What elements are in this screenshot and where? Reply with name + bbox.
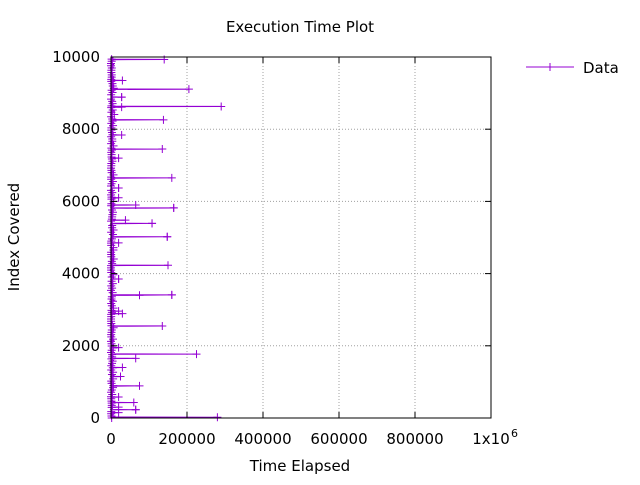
data-point-marker	[117, 103, 126, 112]
legend: Data	[526, 59, 619, 77]
data-point-marker	[169, 203, 178, 212]
data-point-marker	[108, 130, 117, 139]
data-point-marker	[129, 398, 138, 407]
y-tick-label: 2000	[62, 337, 100, 355]
data-point-marker	[107, 55, 116, 64]
data-point-marker	[118, 309, 127, 318]
data-point-marker	[135, 291, 144, 300]
x-tick-exponent: 6	[511, 427, 518, 440]
data-point-marker	[192, 350, 201, 359]
data-point-marker	[114, 154, 123, 163]
x-tick-label: 200000	[158, 430, 215, 448]
data-point-marker	[135, 381, 144, 390]
data-point-marker	[114, 408, 123, 417]
data-point-marker	[108, 279, 117, 288]
x-tick-label: 1x10	[472, 430, 510, 448]
data-point-marker	[114, 393, 123, 402]
data-point-marker	[217, 102, 226, 111]
x-axis-label: Time Elapsed	[249, 457, 350, 475]
data-point-marker	[114, 275, 123, 284]
x-tick-label: 0	[106, 430, 116, 448]
series-data-line	[109, 56, 222, 419]
y-tick-label: 0	[90, 409, 100, 427]
data-point-marker	[121, 216, 130, 225]
data-point-marker	[163, 232, 172, 241]
tick-layer: 0 200000 400000 600000 800000 1x10 6 0 2000 4000 6…	[52, 48, 518, 448]
data-point-marker	[159, 115, 168, 124]
data-point-marker	[107, 86, 116, 95]
data-point-marker	[107, 64, 116, 73]
y-tick-label: 6000	[62, 192, 100, 210]
data-point-marker	[108, 206, 117, 215]
data-point-marker	[108, 208, 117, 217]
data-point-marker	[184, 85, 193, 94]
data-point-marker	[108, 97, 117, 106]
x-tick-label: 400000	[234, 430, 291, 448]
data-point-marker	[167, 173, 176, 182]
y-axis-label: Index Covered	[5, 183, 23, 291]
data-point-marker	[213, 413, 222, 422]
data-point-marker	[118, 363, 127, 372]
data-point-marker	[116, 372, 125, 381]
data-point-marker	[117, 130, 126, 139]
data-point-marker	[158, 321, 167, 330]
data-point-marker	[107, 301, 116, 310]
data-point-marker	[114, 193, 123, 202]
legend-marker	[546, 63, 554, 71]
data-point-marker	[131, 354, 140, 363]
data-point-marker	[107, 292, 116, 301]
data-point-marker	[118, 76, 127, 85]
data-point-marker	[108, 188, 117, 197]
x-tick-label: 600000	[310, 430, 367, 448]
data-point-marker	[107, 370, 116, 379]
data-point-marker	[114, 238, 123, 247]
x-tick-label: 800000	[386, 430, 443, 448]
data-point-marker	[148, 219, 157, 228]
data-point-marker	[114, 184, 123, 193]
data-point-marker	[108, 335, 117, 344]
data-point-marker	[131, 405, 140, 414]
plot-border	[110, 56, 492, 419]
y-tick-label: 8000	[62, 120, 100, 138]
data-point-marker	[117, 93, 126, 102]
data-layer	[107, 55, 226, 422]
data-point-marker	[164, 261, 172, 270]
data-point-marker	[107, 257, 116, 266]
data-point-marker	[107, 339, 116, 348]
data-point-marker	[108, 284, 117, 293]
data-point-marker	[167, 290, 176, 299]
y-tick-label: 10000	[52, 48, 100, 66]
data-point-marker	[108, 115, 117, 124]
grid-layer	[111, 57, 491, 418]
data-point-marker	[131, 201, 140, 210]
legend-label: Data	[583, 59, 619, 77]
data-point-marker	[108, 297, 117, 306]
data-point-marker	[158, 145, 167, 154]
y-tick-label: 4000	[62, 265, 100, 283]
chart-title: Execution Time Plot	[226, 18, 374, 36]
data-point-marker	[107, 234, 116, 243]
